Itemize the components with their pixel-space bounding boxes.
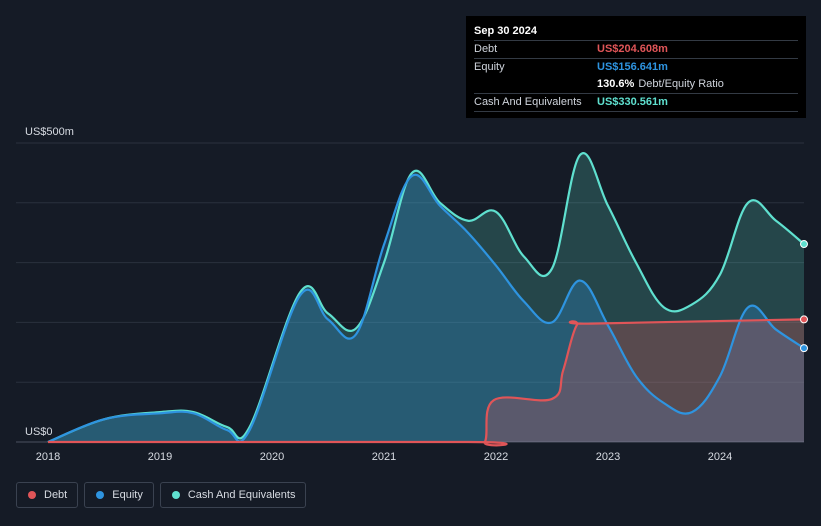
legend-label-cash: Cash And Equivalents: [187, 489, 296, 501]
legend-item-cash[interactable]: Cash And Equivalents: [159, 482, 307, 508]
tooltip-bottom-rule: [474, 111, 798, 113]
x-tick-label-2019: 2019: [148, 451, 172, 463]
y-tick-label-zero: US$0: [25, 426, 53, 438]
tooltip-debt-value: US$204.608m: [597, 43, 668, 55]
equity-area: [48, 174, 804, 442]
tooltip-ratio-spacer: [474, 76, 597, 93]
x-tick-label-2024: 2024: [708, 451, 732, 463]
grid-layer: [16, 142, 804, 443]
cash-end-point[interactable]: [800, 240, 808, 249]
tooltip-equity-value: US$156.641m: [597, 61, 668, 73]
legend-label-debt: Debt: [44, 489, 68, 501]
debt-series-line: [48, 318, 805, 447]
legend-item-equity[interactable]: Equity: [84, 482, 154, 508]
tooltip-date: Sep 30 2024: [474, 25, 537, 37]
legend-dot-cash: [171, 491, 180, 499]
tooltip-cash-row: Cash And Equivalents US$330.561m: [474, 93, 798, 111]
x-tick-label-2020: 2020: [260, 451, 284, 463]
x-tick-label-2022: 2022: [484, 451, 508, 463]
tooltip-equity-row: Equity US$156.641m: [474, 58, 798, 76]
legend-item-debt[interactable]: Debt: [16, 482, 79, 508]
tooltip-ratio-value: 130.6%: [597, 78, 635, 90]
cash-series-line: [47, 151, 805, 444]
x-tick-label-2023: 2023: [596, 451, 620, 463]
debt-end-point[interactable]: [800, 315, 808, 324]
y-tick-label-top: US$500m: [25, 126, 74, 138]
area-layer: [48, 153, 804, 446]
tooltip-equity-label: Equity: [474, 61, 505, 73]
tooltip-ratio-row: 130.6% Debt/Equity Ratio: [474, 76, 798, 93]
x-tick-label-2021: 2021: [372, 451, 396, 463]
tooltip-cash-label: Cash And Equivalents: [474, 96, 582, 108]
tooltip-debt-row: Debt US$204.608m: [474, 40, 798, 58]
legend-dot-debt: [28, 491, 36, 499]
x-tick-layer: 2018 2019 2020 2021 2022 2023 2024: [36, 451, 732, 463]
x-tick-label-2018: 2018: [36, 451, 60, 463]
tooltip-cash-value: US$330.561m: [597, 96, 668, 108]
legend-label-equity: Equity: [112, 489, 143, 501]
axis-layer: US$500m US$0: [25, 126, 74, 438]
equity-series-line: [47, 173, 805, 444]
equity-end-point[interactable]: [800, 344, 808, 353]
tooltip-debt-label: Debt: [474, 43, 498, 55]
legend-dot-equity: [96, 491, 105, 499]
tooltip-ratio-label: Debt/Equity Ratio: [638, 78, 724, 90]
debt-area: [48, 319, 804, 446]
cash-area: [48, 153, 804, 442]
data-tooltip: Sep 30 2024 Debt US$204.608m Equity US$1…: [466, 16, 806, 118]
line-layer: [47, 151, 808, 447]
chart-legend: Debt Equity Cash And Equivalents: [16, 482, 307, 508]
